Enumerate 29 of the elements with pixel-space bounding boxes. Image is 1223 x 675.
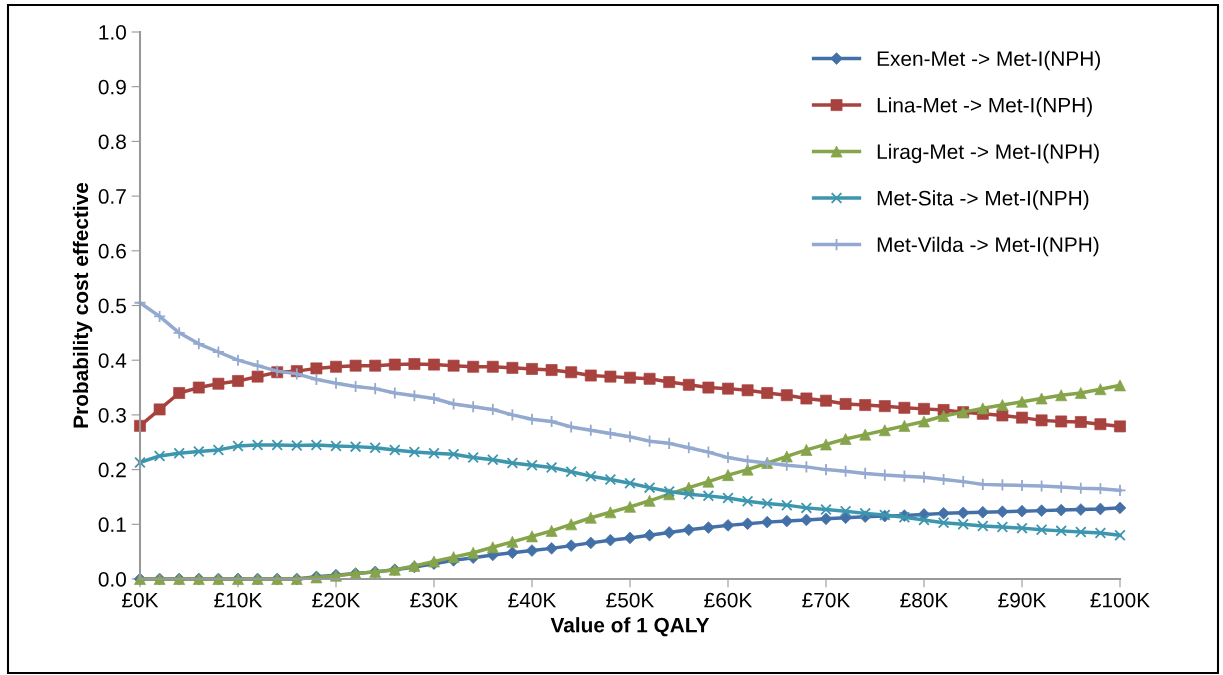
y-tick-label: 0.2 xyxy=(98,462,126,478)
x-tick-label: £100K xyxy=(1090,592,1150,608)
legend-label: Met-Vilda -> Met-I(NPH) xyxy=(877,236,1099,257)
y-tick-label: 0.5 xyxy=(98,298,126,314)
y-tick-label: 0.6 xyxy=(98,243,126,259)
x-tick-label: £20K xyxy=(312,592,361,608)
legend-label: Met-Sita -> Met-I(NPH) xyxy=(877,190,1089,210)
x-tick-label: £50K xyxy=(606,592,655,608)
x-tick-label: £60K xyxy=(704,592,753,608)
x-tick-label: £40K xyxy=(508,592,557,608)
x-tick-label: £30K xyxy=(410,592,459,608)
y-tick-label: 0.9 xyxy=(98,79,126,95)
legend-label: Exen-Met -> Met-I(NPH) xyxy=(877,50,1100,71)
y-tick-label: 0.1 xyxy=(98,517,126,533)
x-tick-label: £90K xyxy=(998,592,1047,608)
y-tick-label: 0.3 xyxy=(98,407,126,423)
x-tick-label: £0K xyxy=(122,592,159,608)
x-axis-title: Value of 1 QALY xyxy=(550,617,710,637)
y-tick-label: 0.8 xyxy=(98,134,126,150)
legend-label: Lirag-Met -> Met-I(NPH) xyxy=(877,143,1099,164)
legend-label: Lina-Met -> Met-I(NPH) xyxy=(877,97,1092,117)
x-tick-label: £70K xyxy=(802,592,851,608)
x-tick-label: £10K xyxy=(214,592,263,608)
y-tick-label: 0.4 xyxy=(98,353,127,368)
x-tick-label: £80K xyxy=(900,592,949,608)
y-axis-title: Probability cost effective xyxy=(72,182,93,428)
y-tick-label: 1.0 xyxy=(99,25,126,40)
y-tick-label: 0.7 xyxy=(98,189,126,204)
y-tick-label: 0.0 xyxy=(98,572,126,587)
